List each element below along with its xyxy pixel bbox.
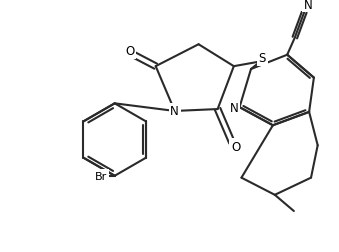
Text: O: O (125, 45, 135, 58)
Text: Br: Br (95, 171, 107, 181)
Text: S: S (259, 52, 266, 65)
Text: N: N (304, 0, 313, 12)
Text: O: O (231, 140, 240, 153)
Text: N: N (171, 105, 179, 118)
Text: N: N (230, 101, 238, 114)
